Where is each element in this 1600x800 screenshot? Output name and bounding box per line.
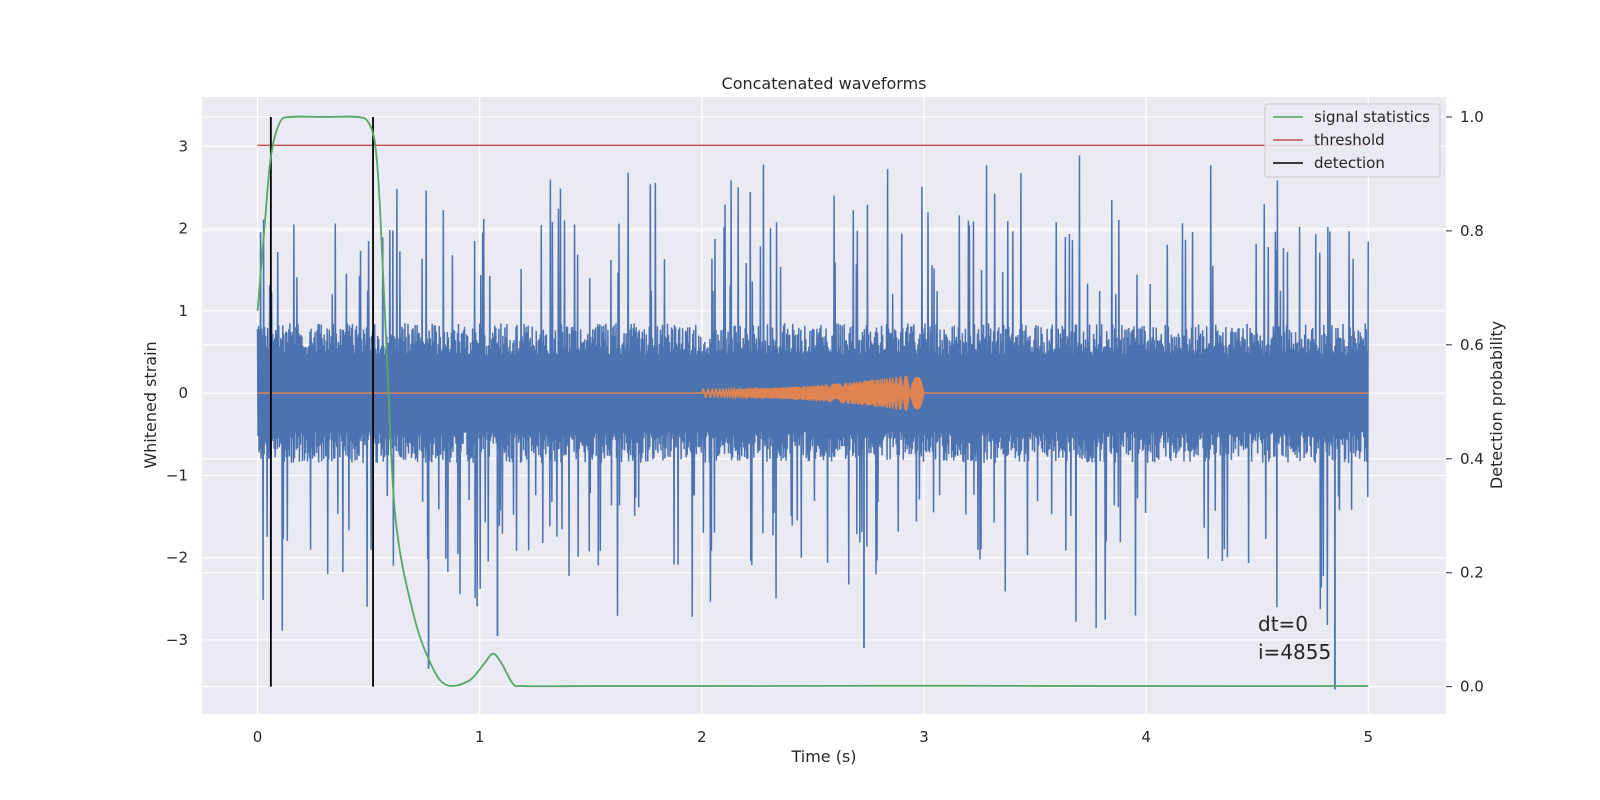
right-y-axis-label: Detection probability — [1487, 321, 1506, 489]
signal-statistics-series — [256, 115, 1369, 688]
annotations: dt=0 i=4855 — [1258, 612, 1331, 664]
x-axis-ticks: 0 1 2 3 4 5 — [253, 728, 1373, 746]
detection-series — [269, 116, 374, 687]
right-y-tick-label: 1.0 — [1460, 108, 1484, 126]
legend-label-detection: detection — [1314, 154, 1385, 172]
left-y-tick-label: −2 — [166, 549, 188, 567]
right-y-axis-ticks: 0.0 0.2 0.4 0.6 0.8 1.0 — [1446, 108, 1484, 696]
legend-label-threshold: threshold — [1314, 131, 1385, 149]
annotation-index: i=4855 — [1258, 640, 1331, 664]
left-y-tick-label: 2 — [178, 220, 188, 238]
legend: signal statistics threshold detection — [1264, 103, 1441, 178]
left-y-tick-label: −3 — [166, 631, 188, 649]
x-tick-label: 5 — [1363, 728, 1373, 746]
right-y-tick-label: 0.0 — [1460, 678, 1484, 696]
legend-box — [1264, 103, 1441, 178]
x-tick-label: 0 — [253, 728, 263, 746]
signal-statistics-line — [256, 115, 1369, 688]
x-tick-label: 2 — [697, 728, 707, 746]
legend-label-signal-statistics: signal statistics — [1314, 108, 1430, 126]
right-y-tick-label: 0.8 — [1460, 222, 1484, 240]
left-y-tick-label: 1 — [178, 302, 188, 320]
left-y-tick-label: 0 — [178, 384, 188, 402]
left-y-tick-label: −1 — [166, 466, 188, 484]
right-y-tick-label: 0.4 — [1460, 450, 1484, 468]
left-y-tick-label: 3 — [178, 137, 188, 155]
annotation-dt: dt=0 — [1258, 612, 1308, 636]
x-tick-label: 3 — [919, 728, 929, 746]
left-y-axis-ticks: −3 −2 −1 0 1 2 3 — [166, 137, 188, 649]
x-axis-label: Time (s) — [790, 747, 856, 766]
chart-title: Concatenated waveforms — [722, 74, 927, 93]
strain-line — [256, 155, 1369, 631]
x-tick-label: 1 — [475, 728, 485, 746]
right-y-tick-label: 0.2 — [1460, 564, 1484, 582]
left-y-axis-label: Whitened strain — [141, 341, 160, 468]
injected-signal-line — [701, 375, 925, 411]
injected-signal-series — [257, 375, 1369, 411]
right-y-tick-label: 0.6 — [1460, 336, 1484, 354]
x-tick-label: 4 — [1141, 728, 1151, 746]
